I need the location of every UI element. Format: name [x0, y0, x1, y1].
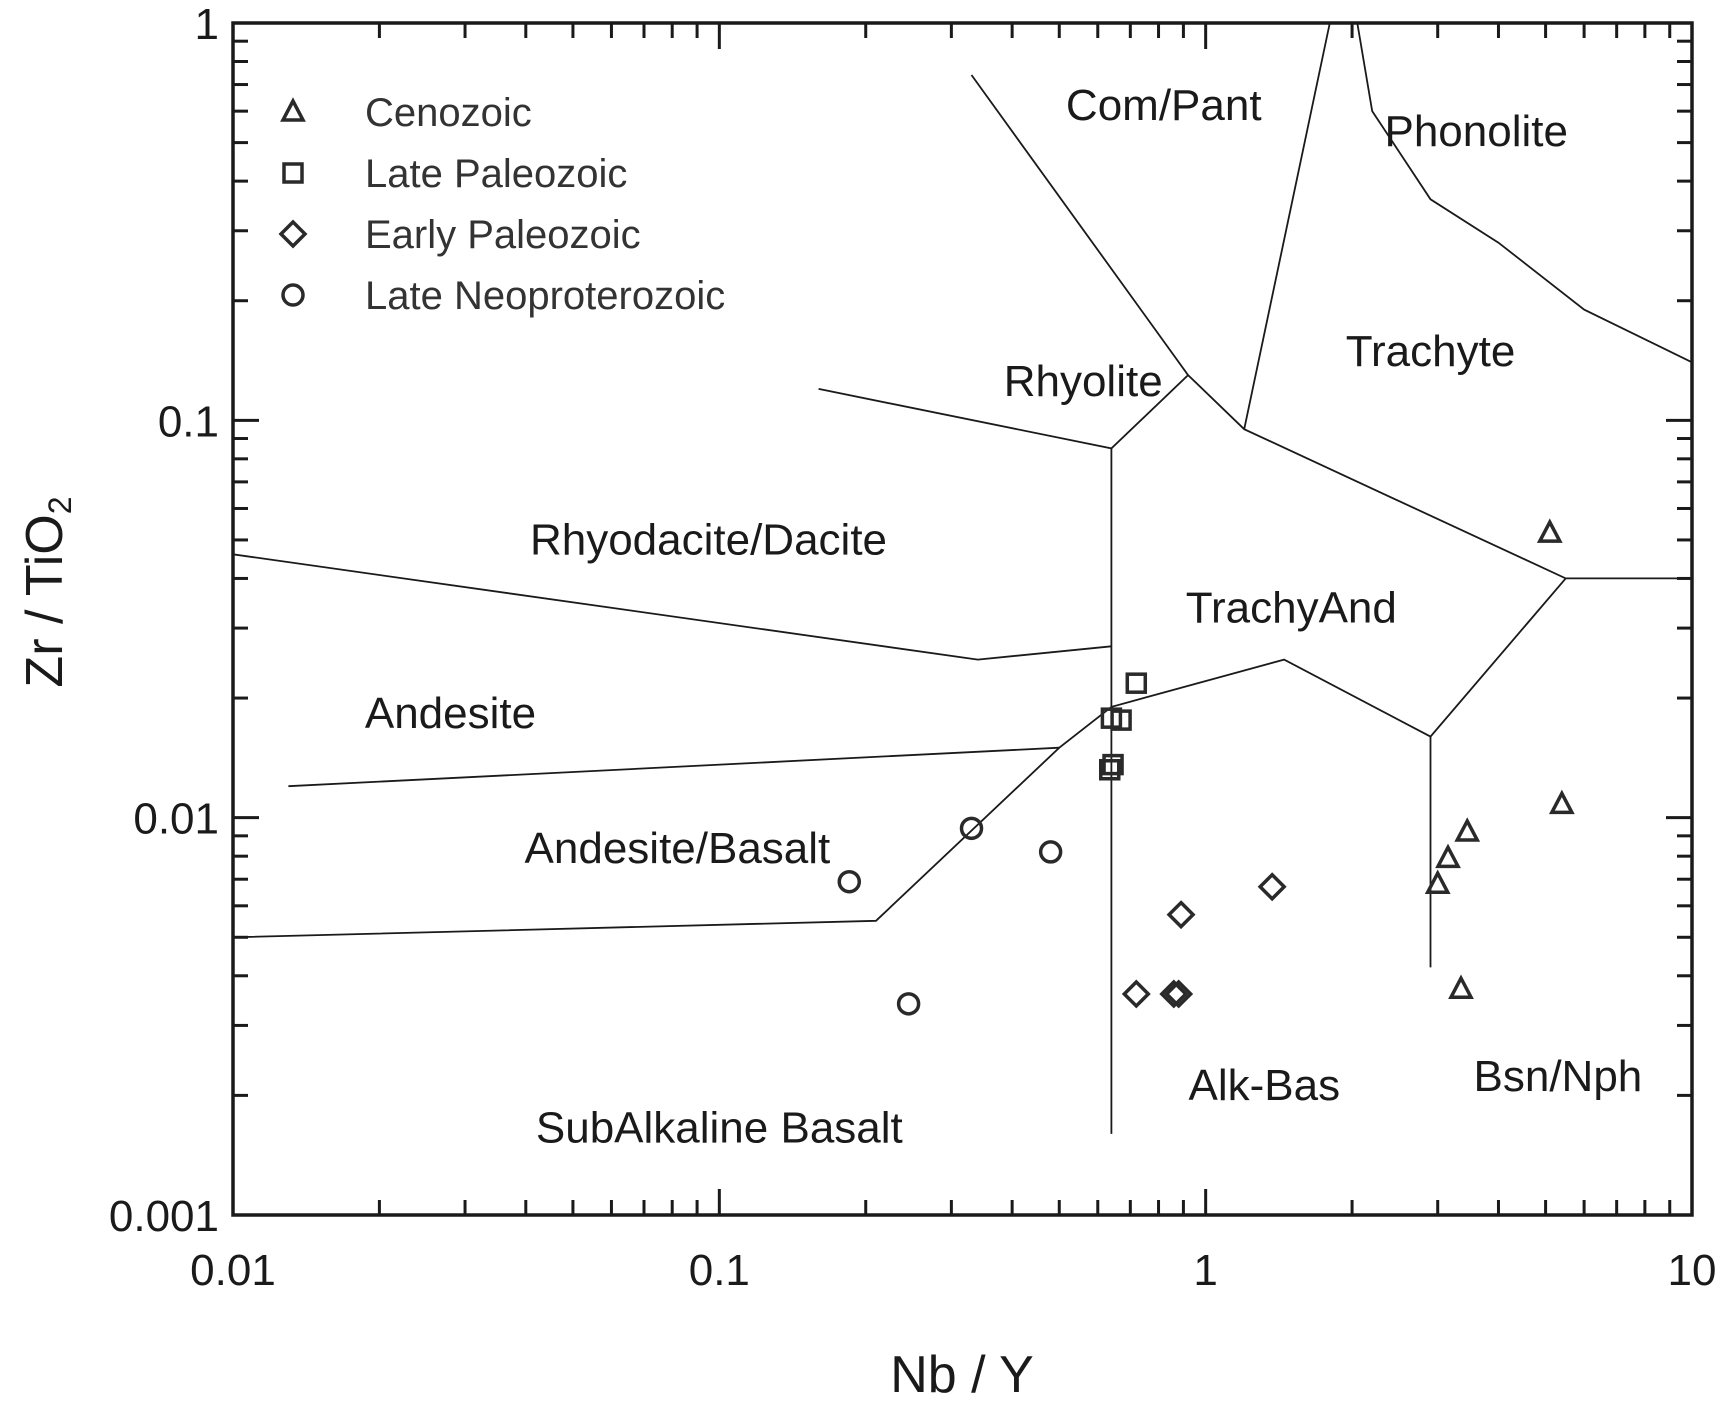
y-axis-title-subscript: 2: [42, 496, 78, 514]
y-tick-label: 0.1: [158, 397, 219, 446]
field-boundary-line: [1356, 22, 1693, 364]
field-label: Phonolite: [1384, 107, 1567, 156]
triangle-point: [1424, 869, 1451, 894]
plot-frame: [231, 21, 1694, 1217]
square-point: [1102, 753, 1124, 776]
field-label: Andesite: [365, 689, 536, 738]
y-tick-label: 0.001: [109, 1192, 219, 1241]
triangle-point: [1536, 518, 1563, 543]
data-points: [837, 518, 1575, 1016]
y-axis-title-main: Zr / TiO: [16, 514, 74, 687]
circle-point: [837, 869, 862, 894]
legend-label: Late Neoproterozoic: [365, 274, 725, 318]
field-label: SubAlkaline Basalt: [536, 1104, 903, 1153]
field-boundary-line: [232, 553, 1112, 661]
tick-labels: 0.01 0.1 1 10 0.001 0.01 0.1 1: [109, 0, 1717, 1295]
x-tick-label: 0.1: [689, 1246, 750, 1295]
y-axis-title: Zr / TiO2: [16, 496, 78, 687]
axis-ticks: [231, 23, 1692, 1217]
x-tick-label: 10: [1668, 1246, 1717, 1295]
field-label: Bsn/Nph: [1474, 1052, 1643, 1101]
legend-label: Late Paleozoic: [365, 152, 627, 196]
circle-point: [1038, 840, 1063, 864]
field-labels: Com/Pant Phonolite Rhyolite Trachyte Rhyodac…: [365, 81, 1642, 1153]
y-tick-label: 0.01: [133, 795, 219, 844]
diamond-point: [1121, 979, 1151, 1009]
field-label: Rhyolite: [1004, 357, 1163, 406]
x-tick-label: 1: [1193, 1246, 1217, 1295]
triangle-point: [1548, 789, 1575, 815]
field-label: Rhyodacite/Dacite: [530, 515, 887, 564]
field-label: TrachyAnd: [1186, 583, 1397, 632]
triangle-point: [1448, 974, 1474, 999]
x-tick-label: 0.01: [190, 1246, 276, 1295]
legend-circle-marker: [281, 283, 305, 307]
square-point: [1125, 672, 1148, 694]
triangle-point: [1435, 843, 1461, 869]
field-boundary-line: [288, 746, 1060, 788]
x-axis-title: Nb / Y: [890, 1346, 1034, 1404]
diamond-point: [1166, 900, 1196, 930]
legend-triangle-marker: [280, 97, 306, 122]
field-label: Alk-Bas: [1189, 1061, 1341, 1110]
field-label: Trachyte: [1346, 327, 1516, 376]
diamond-point: [1159, 979, 1189, 1009]
field-label: Com/Pant: [1066, 81, 1262, 130]
field-boundary-line: [1243, 22, 1331, 430]
y-tick-label: 1: [195, 0, 219, 49]
legend-label: Cenozoic: [365, 91, 532, 135]
field-boundaries: [232, 22, 1693, 1134]
square-point: [1100, 707, 1123, 729]
legend-diamond-marker: [278, 219, 308, 249]
diamond-point: [1257, 872, 1287, 902]
square-point: [1098, 759, 1121, 781]
legend-square-marker: [282, 162, 304, 184]
circle-point: [896, 992, 921, 1016]
legend-label: Early Paleozoic: [365, 213, 641, 257]
field-label: Andesite/Basalt: [525, 824, 831, 873]
circle-point: [959, 816, 984, 841]
diamond-point: [1164, 979, 1194, 1009]
triangle-point: [1454, 817, 1481, 842]
field-boundary-line: [970, 74, 1692, 580]
legend: Cenozoic Late Paleozoic Early Paleozoic Lat…: [278, 91, 725, 318]
